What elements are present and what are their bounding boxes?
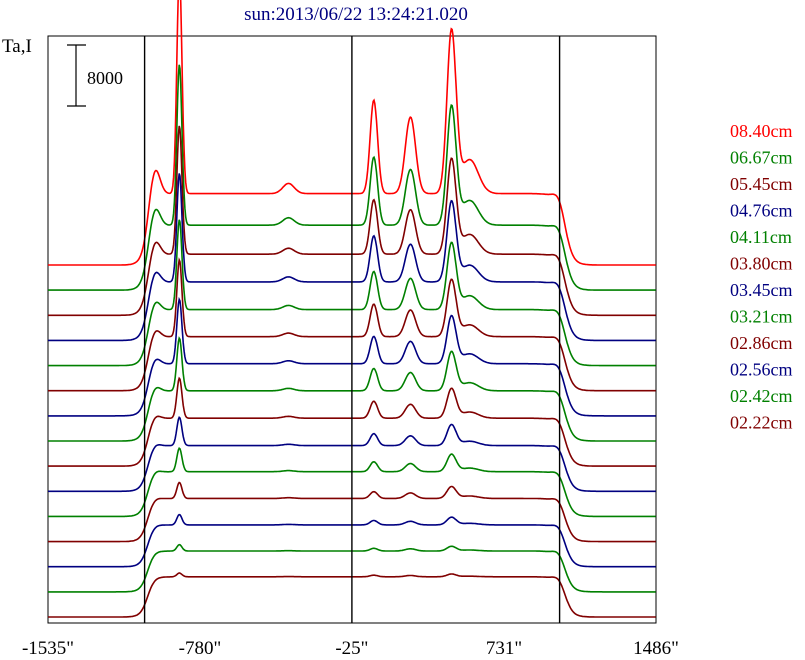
legend: 08.40cm 06.67cm 05.45cm 04.76cm 04.11cm 03.80… [730,121,793,433]
legend-entry: 02.56cm [730,360,793,380]
x-tick-label: -780" [179,638,222,659]
y-axis-label: Ta,I [2,36,32,57]
legend-entry: 04.76cm [730,201,793,221]
legend-entry: 03.45cm [730,280,793,300]
scale-bar-label: 8000 [87,68,123,88]
legend-entry: 06.67cm [730,148,793,168]
scale-bar: 8000 [67,44,123,107]
x-tick-label: 1486" [633,638,679,659]
legend-entry: 02.42cm [730,386,793,406]
legend-entry: 04.11cm [730,227,792,247]
legend-entry: 08.40cm [730,121,793,141]
x-tick-label: -1535" [22,638,74,659]
legend-entry: 03.21cm [730,307,793,327]
x-tick-label: 731" [486,638,522,659]
legend-entry: 03.80cm [730,254,793,274]
marker-layer [143,36,561,623]
x-tick-label: -25" [335,638,368,659]
x-tick-labels: -1535" -780" -25" 731" 1486" [22,638,679,659]
legend-entry: 02.86cm [730,333,793,353]
legend-entry: 02.22cm [730,413,793,433]
chart-title: sun:2013/06/22 13:24:21.020 [244,4,468,25]
legend-entry: 05.45cm [730,174,793,194]
